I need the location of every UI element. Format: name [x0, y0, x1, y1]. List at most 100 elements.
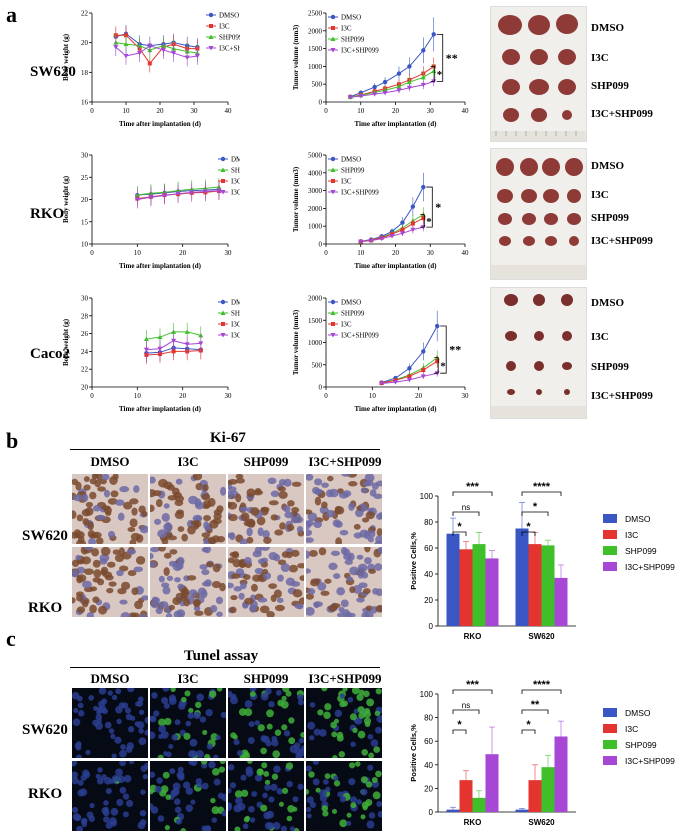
- legend-marker: [208, 46, 214, 51]
- nucleus: [363, 710, 371, 718]
- nucleus: [266, 723, 273, 730]
- nucleus: [144, 716, 148, 724]
- nucleus: [286, 815, 293, 822]
- nucleus: [263, 811, 271, 820]
- ki67-image-drawing: [306, 547, 382, 617]
- nucleus: [369, 489, 377, 497]
- data-point: [216, 188, 222, 194]
- nucleus: [131, 587, 139, 596]
- legend-label: I3C+SHP099: [231, 189, 240, 197]
- tumor-label-caco2-dmso: DMSO: [591, 297, 624, 309]
- panel-letter-a: a: [6, 2, 17, 27]
- nucleus: [80, 818, 87, 825]
- nucleus: [168, 604, 175, 611]
- nucleus: [202, 484, 209, 492]
- significance-bracket: [452, 531, 467, 536]
- nucleus: [248, 805, 255, 813]
- nucleus: [139, 614, 148, 617]
- nucleus: [89, 491, 97, 500]
- nucleus: [120, 744, 126, 750]
- legend-swatch: [603, 530, 617, 539]
- nucleus: [188, 495, 198, 505]
- bar: [446, 809, 460, 812]
- nucleus: [157, 529, 168, 538]
- nucleus: [321, 805, 329, 812]
- nucleus: [254, 774, 263, 782]
- nucleus: [141, 595, 148, 601]
- nucleus: [321, 688, 328, 692]
- legend-label: I3C: [231, 321, 240, 329]
- data-point: [372, 92, 378, 97]
- significance-bracket: [521, 531, 536, 536]
- legend-marker: [208, 34, 214, 39]
- nucleus: [119, 749, 127, 758]
- nucleus: [172, 596, 182, 606]
- nucleus: [232, 734, 238, 740]
- nucleus: [168, 560, 176, 567]
- nucleus: [72, 510, 77, 519]
- y-tick-label: 22: [81, 366, 89, 374]
- x-tick-label: 30: [427, 249, 435, 257]
- nucleus: [202, 500, 212, 509]
- nucleus: [240, 789, 249, 798]
- nucleus: [331, 731, 338, 738]
- nucleus: [86, 612, 94, 617]
- series-line: [350, 70, 434, 98]
- nucleus: [121, 581, 131, 590]
- legend-label: I3C+SHP099: [231, 332, 240, 340]
- nucleus: [76, 825, 84, 831]
- nucleus: [297, 699, 304, 706]
- nucleus: [348, 778, 356, 786]
- nucleus: [110, 733, 116, 740]
- nucleus: [112, 549, 120, 555]
- tunel-image-drawing: [228, 761, 304, 831]
- significance-bracket: [521, 491, 562, 496]
- nucleus: [116, 718, 122, 725]
- nucleus: [140, 789, 146, 795]
- nucleus: [244, 556, 252, 565]
- nucleus: [144, 729, 148, 736]
- significance-bracket: [434, 357, 439, 374]
- nucleus: [336, 612, 346, 617]
- data-point: [143, 336, 149, 341]
- chart-caco2-body-weight: 0 10 20 30 20 22 24 26 28 30 Time after implantati…: [62, 295, 240, 414]
- x-tick-label: 10: [134, 392, 142, 400]
- nucleus: [77, 710, 85, 717]
- data-point: [358, 239, 364, 245]
- nucleus: [300, 745, 304, 751]
- tunel-col-combo: I3C+SHP099: [308, 671, 382, 686]
- row-label-caco2: Caco2: [30, 346, 70, 362]
- y-axis-label: Body weight (g): [62, 175, 70, 223]
- nucleus: [266, 709, 274, 718]
- series-i3c-shp099: [113, 36, 200, 67]
- data-point: [175, 191, 181, 197]
- nucleus: [353, 523, 361, 530]
- nucleus: [360, 776, 368, 784]
- nucleus: [257, 724, 265, 732]
- nucleus: [260, 547, 270, 551]
- nucleus: [360, 487, 368, 494]
- nucleus: [257, 527, 264, 537]
- nucleus: [212, 563, 221, 573]
- nucleus: [169, 549, 178, 555]
- data-point: [382, 90, 388, 96]
- significance-label: ns: [462, 503, 470, 512]
- y-tick-label: 5000: [308, 152, 323, 160]
- nucleus: [72, 569, 79, 578]
- nucleus: [111, 753, 117, 758]
- tumor-label-rko-shp099: SHP099: [591, 212, 629, 224]
- nucleus: [217, 792, 225, 799]
- nucleus: [365, 799, 373, 807]
- x-tick-label: 0: [90, 392, 94, 400]
- nucleus: [342, 688, 348, 692]
- nucleus: [107, 690, 113, 696]
- tumor-photo-rko-drawing: [491, 158, 586, 279]
- nucleus: [92, 705, 99, 711]
- nucleus: [134, 600, 143, 610]
- nucleus: [109, 817, 117, 826]
- nucleus: [174, 577, 181, 583]
- nucleus: [333, 573, 341, 580]
- ki67-col-shp099: SHP099: [243, 454, 289, 469]
- nucleus: [309, 702, 316, 708]
- tunel-image-r0-c0: [72, 688, 148, 758]
